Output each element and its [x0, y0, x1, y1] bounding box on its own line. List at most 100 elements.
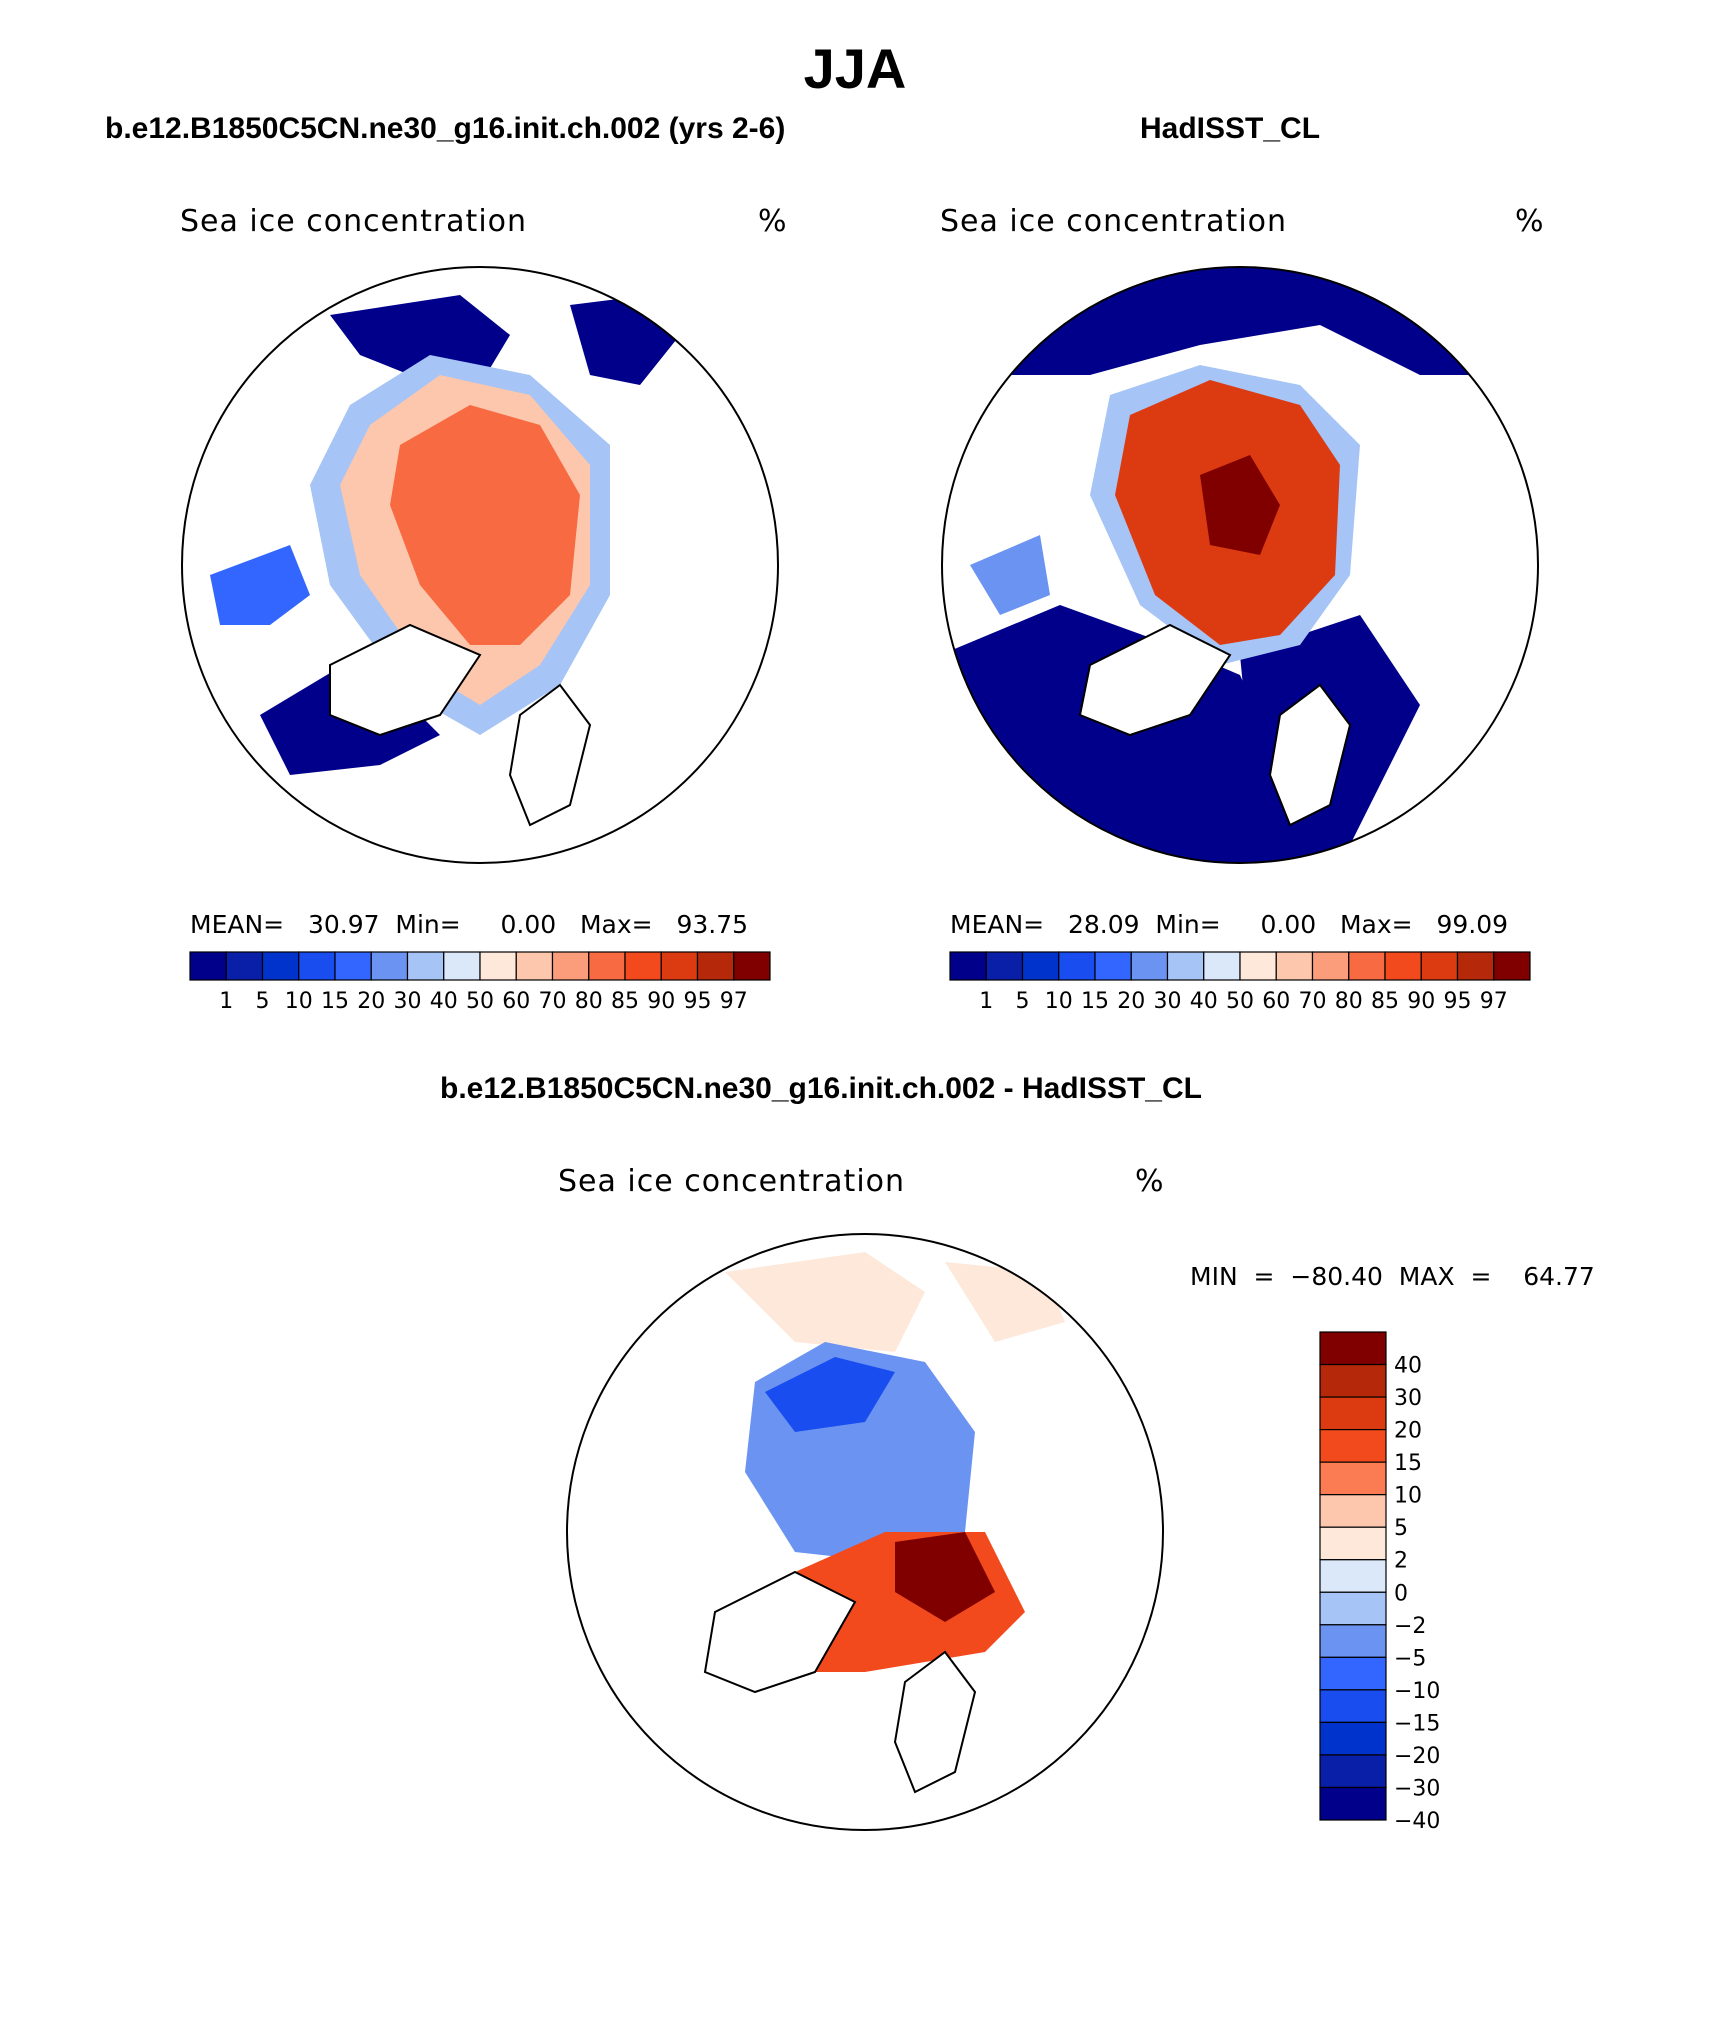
panel3-colorbar-label: 10 [1394, 1484, 1422, 1509]
panel3-colorbar-box-11 [1319, 1689, 1387, 1724]
panel3-colorbar-box-3 [1319, 1428, 1387, 1463]
panel3-greenland [703, 1570, 857, 1694]
panel2-colorbar-box-0 [949, 951, 987, 981]
panel2-stats: MEAN= 28.09 Min= 0.00 Max= 99.09 [950, 910, 1509, 939]
panel3-colorbar-label: −5 [1394, 1646, 1426, 1671]
panel3-colorbar-label: 5 [1394, 1516, 1408, 1541]
panel3-colorbar-label: −10 [1394, 1679, 1440, 1704]
panel1-colorbar-label: 5 [256, 989, 270, 1014]
panel1-colorbar-label: 1 [219, 989, 233, 1014]
panel3-colorbar-label: −30 [1394, 1776, 1440, 1801]
panel1-colorbar-label: 40 [430, 989, 458, 1014]
panel3-map-boundary [566, 1233, 1164, 1831]
panel3-colorbar-box-12 [1319, 1721, 1387, 1756]
panel2-greenland [1078, 623, 1232, 737]
panel1-colorbar-box-2 [261, 951, 300, 981]
panel3-colorbar-box-13 [1319, 1754, 1387, 1789]
panel2-colorbar-label: 80 [1335, 989, 1363, 1014]
panel2-colorbar-label: 30 [1154, 989, 1182, 1014]
panel1-colorbar-box-9 [515, 951, 554, 981]
panel1-case-title: b.e12.B1850C5CN.ne30_g16.init.ch.002 (yr… [105, 112, 786, 145]
panel2-colorbar-box-13 [1420, 951, 1459, 981]
panel2-scandinavia [1268, 683, 1352, 827]
panel1-colorbar-label: 90 [647, 989, 675, 1014]
panel1-colorbar-label: 60 [502, 989, 530, 1014]
panel3-colorbar-box-8 [1319, 1591, 1387, 1626]
panel1-colorbar-box-5 [370, 951, 409, 981]
panel1-colorbar-label: 50 [466, 989, 494, 1014]
panel2-labrador-low [970, 535, 1050, 615]
panel3-colorbar-box-9 [1319, 1624, 1387, 1658]
panel1-colorbar-box-4 [334, 951, 372, 981]
panel1-colorbar-box-7 [443, 951, 481, 981]
panel1-colorbar-label: 20 [357, 989, 385, 1014]
panel2-variable-label: Sea ice concentration [940, 204, 1288, 239]
panel1-colorbar-box-1 [225, 951, 264, 981]
panel2-colorbar-box-7 [1203, 951, 1241, 981]
panel3-colorbar-label: 40 [1394, 1354, 1422, 1379]
panel2-colorbar-label: 95 [1444, 989, 1472, 1014]
panel3-colorbar-box-6 [1319, 1526, 1387, 1561]
panel1-stats: MEAN= 30.97 Min= 0.00 Max= 93.75 [190, 910, 749, 939]
panel3-colorbar-box-1 [1319, 1363, 1387, 1398]
panel2-colorbar-label: 85 [1371, 989, 1399, 1014]
panel3-colorbar-label: 0 [1394, 1581, 1408, 1606]
panel3-diff-weak-pacific [725, 1252, 925, 1352]
panel1-scandinavia [508, 683, 592, 827]
panel2-colorbar-label: 10 [1045, 989, 1073, 1014]
panel1-colorbar-box-13 [660, 951, 699, 981]
panel2-ice-max [1200, 455, 1280, 555]
panel3-diff-positive-strong [895, 1532, 995, 1622]
panel1-colorbar-label: 97 [720, 989, 748, 1014]
panel3-colorbar-label: 15 [1394, 1451, 1422, 1476]
panel1-colorbar-box-11 [588, 951, 626, 981]
panel1-colorbar-box-15 [733, 951, 771, 981]
panel2-colorbar-box-4 [1094, 951, 1132, 981]
panel3-colorbar-box-7 [1319, 1559, 1387, 1593]
panel1-colorbar-label: 70 [539, 989, 567, 1014]
panel3-units-label: % [1135, 1164, 1165, 1199]
panel2-colorbar-box-5 [1130, 951, 1169, 981]
panel1-colorbar-label: 15 [321, 989, 349, 1014]
panel2-colorbar: 1 5 10 15 20 30 40 50 60 70 80 85 90 95 97 [949, 951, 1531, 1014]
panel1-units-label: % [758, 204, 788, 239]
panel2-polar-map [941, 266, 1539, 864]
panel1-ice-high [390, 405, 580, 645]
panel2-colorbar-box-11 [1348, 951, 1386, 981]
panel2-colorbar-box-2 [1021, 951, 1060, 981]
panel3-colorbar-box-10 [1319, 1656, 1387, 1691]
panel2-map-boundary [941, 266, 1539, 864]
panel3-diff-negative-strong [765, 1357, 895, 1432]
panel3-variable-label: Sea ice concentration [558, 1164, 906, 1199]
panel3-case-title: b.e12.B1850C5CN.ne30_g16.init.ch.002 - H… [440, 1072, 1202, 1105]
panel2-colorbar-label: 50 [1226, 989, 1254, 1014]
panel2-colorbar-label: 5 [1016, 989, 1030, 1014]
panel1-greenland [329, 623, 482, 737]
panel2-colorbar-box-12 [1384, 951, 1422, 981]
panel3-colorbar-label: −2 [1394, 1614, 1426, 1639]
panel2-colorbar-box-8 [1239, 951, 1277, 981]
panel3-scandinavia [893, 1650, 977, 1794]
panel3-colorbar-box-2 [1319, 1396, 1387, 1431]
panel2-colorbar-box-1 [985, 951, 1024, 981]
panel2-colorbar-label: 40 [1190, 989, 1218, 1014]
panel3-colorbar-box-0 [1319, 1331, 1387, 1366]
panel3-stats: MIN = −80.40 MAX = 64.77 [1190, 1262, 1595, 1291]
panel2-colorbar-label: 90 [1407, 989, 1435, 1014]
panel3-colorbar-box-4 [1319, 1461, 1387, 1496]
panel2-colorbar-box-10 [1311, 951, 1350, 981]
panel1-colorbar-label: 85 [611, 989, 639, 1014]
panel2-colorbar-label: 70 [1299, 989, 1327, 1014]
panel3-colorbar-label: −20 [1394, 1744, 1440, 1769]
panel1-polar-map [181, 266, 779, 864]
figure-title: JJA [803, 37, 907, 100]
panel2-colorbar-label: 97 [1480, 989, 1508, 1014]
panel3-colorbar-label: 30 [1394, 1386, 1422, 1411]
panel1-variable-label: Sea ice concentration [180, 204, 528, 239]
panel3-colorbar-box-5 [1319, 1494, 1387, 1528]
panel1-colorbar-label: 80 [575, 989, 603, 1014]
panel1-colorbar: 1 5 10 15 20 30 40 50 60 70 80 85 90 95 97 [189, 951, 771, 1014]
panel3-colorbar-label: 2 [1394, 1549, 1408, 1574]
panel1-colorbar-label: 95 [684, 989, 712, 1014]
